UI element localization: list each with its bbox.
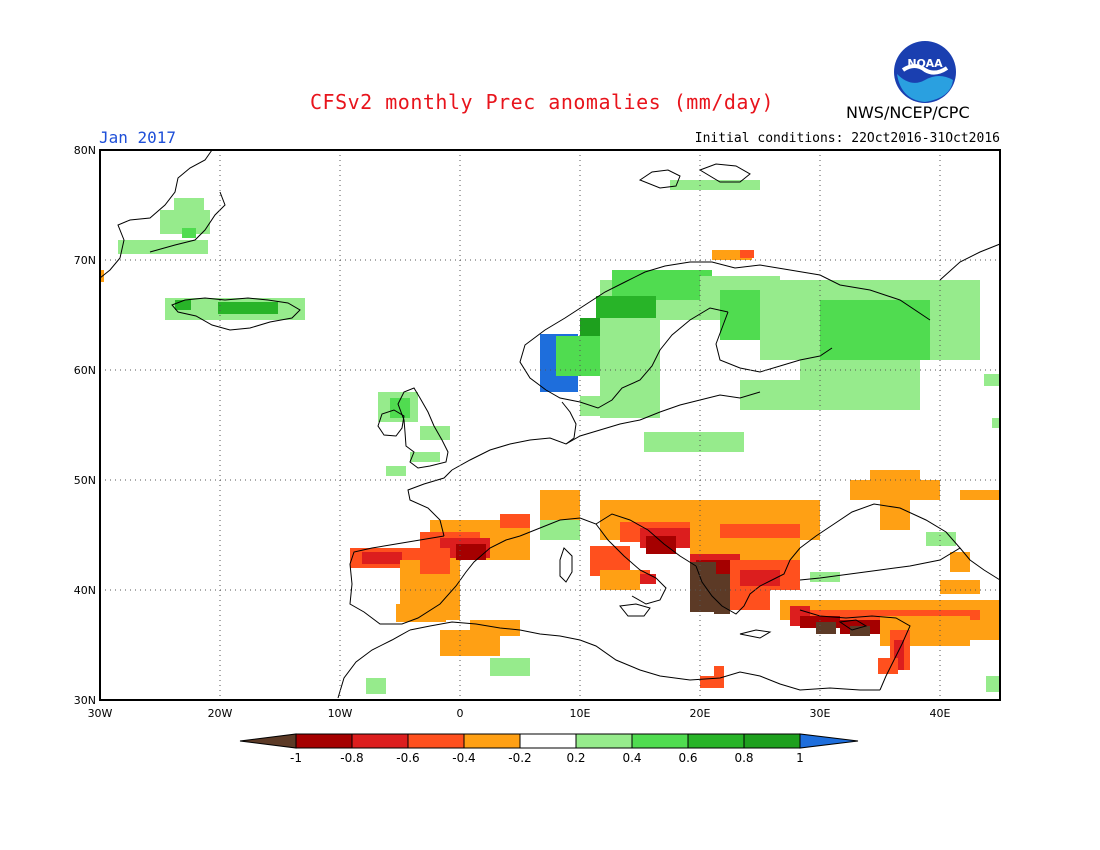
anomaly-cell: [730, 590, 770, 610]
legend-label: -0.4: [452, 751, 475, 765]
legend-label: 0.4: [622, 751, 641, 765]
anomaly-cell: [816, 622, 836, 634]
lon-tick-label: 40E: [930, 707, 951, 720]
initial-conditions: Initial conditions: 22Oct2016-31Oct2016: [694, 131, 1000, 146]
legend-label: 0.2: [566, 751, 585, 765]
anomaly-cell: [840, 340, 880, 360]
map-grid: [100, 150, 1000, 700]
lat-tick-label: 60N: [74, 364, 96, 377]
map-frame: [99, 149, 1001, 701]
legend-swatch: [631, 733, 689, 749]
legend-swatch: [687, 733, 745, 749]
anomaly-cell: [540, 490, 580, 520]
anomaly-cell: [714, 574, 730, 614]
anomaly-cell: [986, 676, 1000, 692]
legend-swatch: [463, 733, 521, 749]
lon-tick-label: 20W: [208, 707, 233, 720]
anomaly-cell: [712, 250, 752, 260]
lat-tick-label: 80N: [74, 144, 96, 157]
anomaly-cell: [644, 432, 744, 452]
legend-label: -0.2: [508, 751, 531, 765]
anomaly-cell: [870, 470, 920, 482]
anomaly-cell: [740, 250, 754, 258]
noaa-logo: NOAA: [894, 41, 956, 103]
legend-label: -0.8: [340, 751, 363, 765]
anomaly-cell: [456, 544, 486, 560]
legend-swatch: [351, 733, 409, 749]
legend-label: 0.6: [678, 751, 697, 765]
anomaly-cell: [500, 514, 530, 528]
anomaly-cell: [960, 490, 1000, 500]
anomaly-cell: [366, 678, 386, 694]
anomaly-cell: [940, 580, 980, 594]
map-title: CFSv2 monthly Prec anomalies (mm/day): [310, 90, 775, 114]
coastlines: [99, 149, 1001, 699]
anomaly-cell: [580, 396, 620, 416]
anomaly-cells: [100, 180, 1000, 694]
anomaly-cell: [720, 524, 800, 538]
anomaly-cell: [410, 452, 440, 462]
anomaly-cell: [386, 466, 406, 476]
legend-swatch: [407, 733, 465, 749]
anomaly-cell: [714, 666, 724, 676]
anomaly-cell: [118, 240, 208, 254]
legend-label: -1: [290, 751, 302, 765]
anomaly-cell: [470, 620, 520, 636]
lon-tick-label: 10W: [328, 707, 353, 720]
anomaly-cell: [612, 270, 712, 300]
anomaly-cell: [174, 198, 204, 210]
anomaly-cell: [950, 552, 970, 572]
lon-tick-label: 20E: [690, 707, 711, 720]
anomaly-cell: [850, 480, 940, 500]
anomaly-cell: [175, 300, 191, 310]
agency-label: NWS/NCEP/CPC: [846, 103, 970, 122]
anomaly-cell: [396, 604, 446, 622]
anomaly-cell: [894, 640, 904, 670]
anomaly-cell: [740, 570, 780, 586]
lon-tick-label: 30W: [88, 707, 113, 720]
anomaly-cell: [880, 500, 910, 530]
color-legend: -1 -0.8 -0.6 -0.4 -0.2 0.2 0.4 0.6 0.8 1: [239, 733, 859, 765]
anomaly-cell: [960, 620, 1000, 640]
lon-tick-label: 10E: [570, 707, 591, 720]
lat-tick-label: 30N: [74, 694, 96, 707]
anomaly-cell: [182, 228, 196, 238]
anomaly-cell: [540, 520, 580, 540]
anomaly-cell: [660, 500, 720, 514]
legend-label: -0.6: [396, 751, 419, 765]
anomaly-cell: [984, 374, 1000, 386]
anomaly-cell: [646, 536, 676, 554]
anomaly-cell: [420, 426, 450, 440]
lon-tick-label: 0: [457, 707, 464, 720]
legend-swatch-below: [239, 733, 297, 749]
legend-swatch: [743, 733, 801, 749]
anomaly-cell: [992, 418, 1000, 428]
anomaly-cell: [420, 560, 450, 574]
anomaly-cell: [362, 552, 402, 564]
noaa-logo-text: NOAA: [907, 57, 943, 70]
anomaly-cell: [600, 570, 640, 590]
lat-tick-label: 50N: [74, 474, 96, 487]
anomaly-cell: [690, 562, 716, 612]
legend-label: 1: [796, 751, 804, 765]
anomaly-cell: [850, 626, 870, 636]
anomaly-cell: [636, 574, 656, 584]
anomaly-cell: [740, 380, 820, 410]
legend-label: 0.8: [734, 751, 753, 765]
anomaly-cell: [556, 336, 602, 376]
lat-tick-label: 40N: [74, 584, 96, 597]
anomaly-cell: [670, 180, 760, 190]
forecast-month: Jan 2017: [99, 128, 177, 147]
anomaly-cell: [218, 302, 278, 314]
axis-labels: 30N 40N 50N 60N 70N 80N 30W 20W 10W 0 10E 20E 30E 40E: [74, 144, 951, 720]
legend-swatch: [575, 733, 633, 749]
legend-swatch: [519, 733, 577, 749]
legend-swatch-above: [799, 733, 859, 749]
lat-tick-label: 70N: [74, 254, 96, 267]
anomaly-cell: [490, 658, 530, 676]
legend-swatch: [295, 733, 353, 749]
lon-tick-label: 30E: [810, 707, 831, 720]
